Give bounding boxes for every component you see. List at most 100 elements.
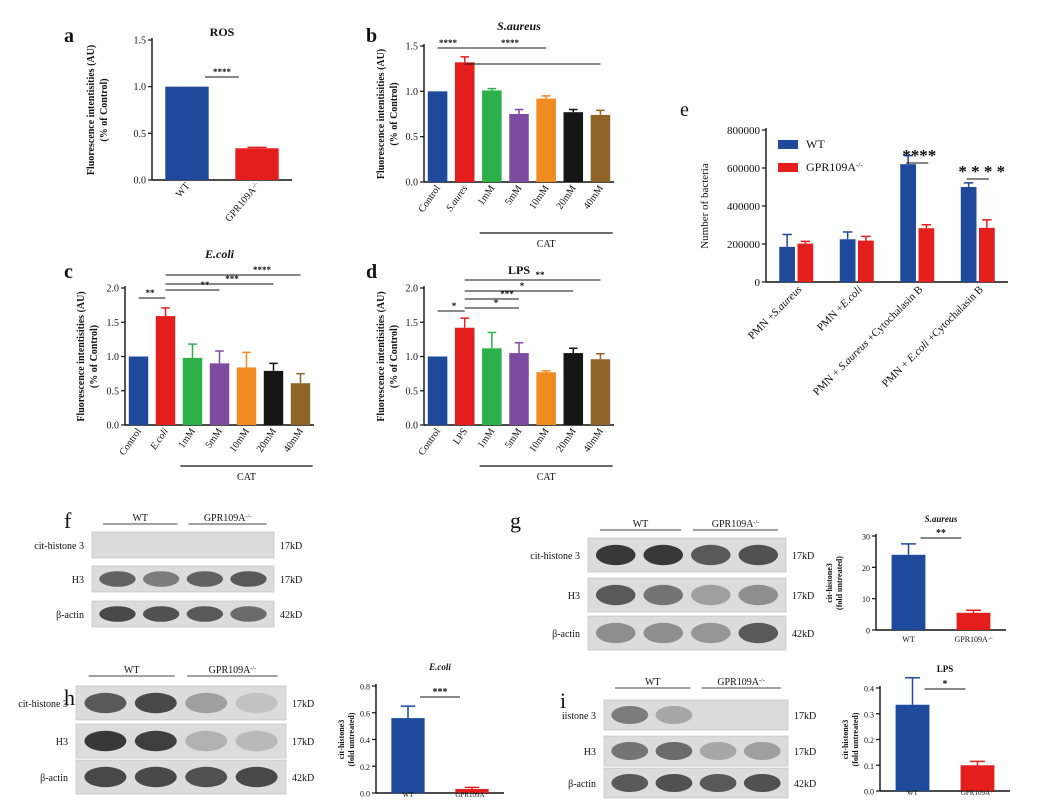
error-bar-1 [970,760,985,766]
significance-label: *** [433,687,448,698]
y-tick-label: 0.0 [134,176,147,187]
blot-panel-g: g WT GPR109A-/- cit-histone 3 17kD H3 17kD β-ac… [510,508,814,651]
y-tick-label: 0.8 [360,683,370,692]
y-axis-label: Fluorescence intentisities (AU) [376,49,387,179]
x-tick-label: 5mM [503,183,525,207]
blot-band [99,571,136,587]
y-tick-label: 0.6 [360,709,370,718]
chart-title: LPS [508,263,530,277]
error-bar [963,182,974,187]
blot-kd-label: 17kD [292,699,314,710]
bar-5 [563,353,584,425]
x-tick-label: GPR109A-/- [954,635,992,644]
blot-row-label: H3 [56,737,68,748]
group-label: CAT [537,472,556,483]
blot-band [185,766,228,788]
bar-4 [536,98,556,182]
y-axis-label-2: (fold untreated) [347,712,356,766]
group-label: CAT [237,472,256,483]
bar-0 [391,718,425,793]
blot-band [230,571,267,587]
legend-swatch [778,140,798,149]
x-tick-label: PMN +E.coli [815,284,865,334]
blot-band [230,606,267,622]
error-bar-2 [487,331,497,349]
chart-panel-b: b S.aureus 0.0 0.5 1.0 1.5 Fluorescence intent… [366,19,614,250]
error-bar [800,240,811,244]
bar-1 [155,316,176,425]
blot-group-label: WT [645,677,661,688]
significance-label: * [520,281,525,291]
blot-band [611,774,649,792]
y-tick-label: 0 [866,627,870,636]
blot-kd-label: 17kD [292,737,314,748]
x-tick-label: 10mM [527,426,551,454]
y-tick-label: 0.5 [134,129,147,140]
blot-row-label: cit-histone 3 [34,541,84,552]
error-bar-1 [464,786,480,789]
significance-label: * [943,679,948,690]
blot-band [235,766,278,788]
error-bar-0 [901,543,916,555]
x-tick-label: 20mM [255,426,279,454]
significance-label: **** [253,265,272,275]
x-tick-label: 40mM [582,183,606,211]
blot-panel-i: i WT GPR109A-/- iistone 3 17kD H3 17kD β-actin 4… [560,677,816,799]
x-tick-label: S.aures [444,183,470,213]
blot-group-label: GPR109A-/- [717,677,765,689]
chart-title: S.aureus [497,19,541,33]
legend-label: GPR109A-/- [806,160,864,175]
bar-0 [165,86,209,180]
y-tick-label: 1.5 [406,318,419,329]
x-tick-label: WT [902,635,915,644]
blot-band [186,571,224,587]
blot-kd-label: 17kD [280,575,302,586]
blot-band [142,606,180,622]
error-bar-4 [541,370,551,373]
chart-panel-g: S.aureus 0 10 20 30 cit-histone3 (fold untreat… [825,514,1006,644]
blot-band [84,692,127,714]
bar-GPR109A-/--1 [858,240,874,282]
bar-6 [290,383,311,425]
blot-band [99,606,136,622]
x-tick-label: GPR109A-/- [455,791,489,800]
error-bar-5 [269,362,278,371]
blot-band [738,584,779,606]
x-tick-label: WT [403,791,415,799]
y-tick-label: 2.0 [406,284,419,295]
y-axis-label-2: (% of Control) [89,325,100,388]
blot-band [142,571,180,587]
y-tick-label: 0.5 [406,386,419,397]
bar-1 [960,765,995,791]
y-tick-label: 0.4 [864,685,874,694]
chart-panel-h: E.coli 0.0 0.2 0.4 0.6 0.8 cit-histone3 (fold u… [337,662,504,799]
blot-band [643,584,684,606]
bar-3 [509,353,529,425]
x-tick-label: 20mM [554,183,578,211]
blot-band [743,742,781,760]
y-tick-label: 10 [862,595,870,604]
x-tick-label: 5mM [204,426,226,450]
error-bar-1 [966,609,981,613]
blot-group-label: WT [633,519,649,530]
bar-0 [128,356,149,425]
y-tick-label: 0.2 [864,736,874,745]
panel-letter: a [64,25,74,47]
blot-kd-label: 17kD [794,711,816,722]
y-axis-label-2: (fold untreated) [851,712,860,766]
blot-band [134,766,177,788]
bar-GPR109A-/--3 [979,227,995,282]
significance-label: *** [500,289,514,299]
blot-kd-label: 42kD [280,610,302,621]
blot-row-label: β-actin [40,773,68,784]
blot-kd-label: 17kD [794,747,816,758]
x-tick-label: 40mM [282,426,306,454]
blot-band [643,544,684,566]
bar-0 [427,356,448,425]
panel-letter: f [64,508,72,533]
blot-band [699,742,737,760]
y-tick-label: 600000 [727,163,761,175]
bar-4 [536,372,556,425]
blot-band [643,622,684,644]
